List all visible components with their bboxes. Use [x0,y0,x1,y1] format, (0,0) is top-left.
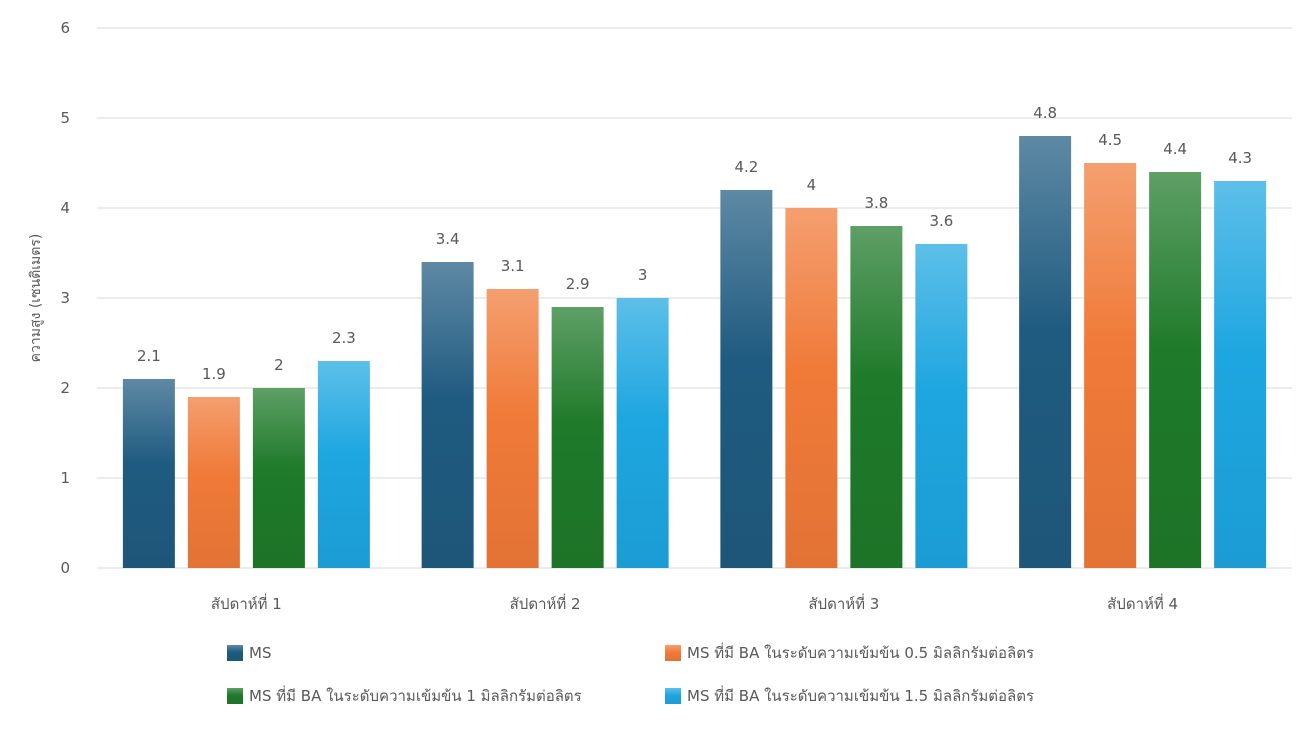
bar [1149,172,1202,568]
bar [850,226,903,568]
y-tick-label: 3 [60,289,70,307]
legend: MS MS ที่มี BA ในระดับความเข้มข้น 0.5 มิล… [227,642,1034,705]
bar [785,208,838,568]
bar [421,262,474,568]
x-tick-label: สัปดาห์ที่ 2 [510,593,581,613]
y-axis-title: ความสูง (เซนติเมตร) [28,234,44,363]
y-tick-label: 6 [60,19,70,37]
data-label: 2.9 [566,275,590,293]
legend-item: MS [227,644,271,662]
legend-item: MS ที่มี BA ในระดับความเข้มข้น 1 มิลลิกร… [227,685,582,705]
data-label: 4.2 [734,158,758,176]
y-tick-label: 0 [60,559,70,577]
bar [486,289,539,568]
data-label: 3.4 [436,230,460,248]
data-label: 3.1 [501,257,525,275]
data-label: 2.1 [137,347,161,365]
y-axis-ticks: 0 1 2 3 4 5 6 [60,19,70,577]
legend-label: MS ที่มี BA ในระดับความเข้มข้น 1 มิลลิกร… [249,685,582,705]
y-tick-label: 5 [60,109,70,127]
bar [122,379,175,568]
legend-swatch [665,645,681,661]
legend-swatch [227,645,243,661]
x-axis-ticks: สัปดาห์ที่ 1 สัปดาห์ที่ 2 สัปดาห์ที่ 3 สัปด… [211,593,1178,613]
data-label: 3 [638,266,648,284]
legend-label: MS ที่มี BA ในระดับความเข้มข้น 0.5 มิลลิ… [687,642,1034,662]
legend-label: MS [249,644,271,662]
data-label: 4.5 [1098,131,1122,149]
bar [1084,163,1137,568]
bar [252,388,305,568]
data-label: 3.6 [929,212,953,230]
data-labels: 2.1 1.9 2 2.3 3.4 3.1 2.9 3 4.2 4 3.8 3.6 4.8 4.5 4.4 4… [137,104,1252,383]
data-label: 4.3 [1228,149,1252,167]
x-tick-label: สัปดาห์ที่ 3 [808,593,879,613]
legend-label: MS ที่มี BA ในระดับความเข้มข้น 1.5 มิลลิ… [687,685,1034,705]
legend-swatch [665,688,681,704]
data-label: 1.9 [202,365,226,383]
bars [122,136,1267,568]
bar [915,244,968,568]
data-label: 2 [274,356,284,374]
legend-item: MS ที่มี BA ในระดับความเข้มข้น 1.5 มิลลิ… [665,685,1034,705]
bar [187,397,240,568]
data-label: 4.8 [1033,104,1057,122]
data-label: 4 [807,176,817,194]
bar [317,361,370,568]
y-tick-label: 2 [60,379,70,397]
legend-item: MS ที่มี BA ในระดับความเข้มข้น 0.5 มิลลิ… [665,642,1034,662]
bar [616,298,669,568]
legend-swatch [227,688,243,704]
bar [720,190,773,568]
x-tick-label: สัปดาห์ที่ 4 [1107,593,1178,613]
bar [1019,136,1072,568]
data-label: 3.8 [864,194,888,212]
data-label: 2.3 [332,329,356,347]
x-tick-label: สัปดาห์ที่ 1 [211,593,282,613]
y-tick-label: 1 [60,469,70,487]
data-label: 4.4 [1163,140,1187,158]
y-tick-label: 4 [60,199,70,217]
bar [1214,181,1267,568]
bar [551,307,604,568]
